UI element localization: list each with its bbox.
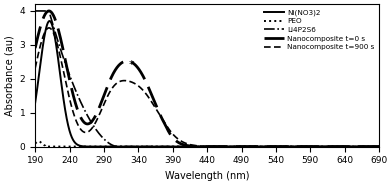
PEO xyxy=(304,145,309,148)
PEO xyxy=(51,145,55,148)
Nanocomposite t=0 s xyxy=(377,145,381,148)
Li4P2S6 xyxy=(33,10,38,12)
Ni(NO3)2 xyxy=(51,27,55,29)
Nanocomposite t=900 s xyxy=(200,145,205,147)
Li4P2S6 xyxy=(200,145,205,148)
Li4P2S6 xyxy=(367,145,372,148)
Nanocomposite t=900 s xyxy=(377,145,381,148)
Nanocomposite t=0 s xyxy=(51,13,55,16)
Ni(NO3)2 xyxy=(367,145,372,148)
Ni(NO3)2 xyxy=(33,101,38,104)
Line: PEO: PEO xyxy=(35,142,379,147)
PEO xyxy=(377,145,381,148)
Line: Ni(NO3)2: Ni(NO3)2 xyxy=(35,21,379,147)
Line: Li4P2S6: Li4P2S6 xyxy=(35,11,379,147)
Li4P2S6 xyxy=(367,145,372,148)
Nanocomposite t=0 s xyxy=(367,145,372,148)
Nanocomposite t=0 s xyxy=(200,145,205,148)
Li4P2S6 xyxy=(304,145,309,148)
Nanocomposite t=900 s xyxy=(367,145,372,148)
Ni(NO3)2 xyxy=(377,145,381,148)
X-axis label: Wavelength (nm): Wavelength (nm) xyxy=(165,171,249,181)
PEO xyxy=(33,142,38,145)
Li4P2S6 xyxy=(191,145,196,148)
PEO xyxy=(43,145,48,148)
Nanocomposite t=900 s xyxy=(304,145,309,148)
Nanocomposite t=900 s xyxy=(51,31,55,33)
Nanocomposite t=900 s xyxy=(367,145,372,148)
Legend: Ni(NO3)2, PEO, Li4P2S6, Nanocomposite t=0 s, Nanocomposite t=900 s: Ni(NO3)2, PEO, Li4P2S6, Nanocomposite t=… xyxy=(262,8,376,52)
Nanocomposite t=0 s xyxy=(33,47,38,49)
PEO xyxy=(200,145,205,148)
Line: Nanocomposite t=900 s: Nanocomposite t=900 s xyxy=(35,28,379,147)
Nanocomposite t=0 s xyxy=(367,145,372,148)
PEO xyxy=(367,145,372,148)
Nanocomposite t=0 s xyxy=(304,145,309,148)
Li4P2S6 xyxy=(51,23,55,25)
Y-axis label: Absorbance (au): Absorbance (au) xyxy=(4,35,14,116)
Line: Nanocomposite t=0 s: Nanocomposite t=0 s xyxy=(35,11,379,147)
Li4P2S6 xyxy=(377,145,381,148)
Nanocomposite t=0 s xyxy=(47,10,51,12)
Ni(NO3)2 xyxy=(200,145,205,148)
Li4P2S6 xyxy=(116,145,120,148)
Ni(NO3)2 xyxy=(191,145,196,148)
Nanocomposite t=900 s xyxy=(191,144,196,147)
Nanocomposite t=0 s xyxy=(191,145,196,147)
PEO xyxy=(367,145,372,148)
PEO xyxy=(191,145,196,148)
Ni(NO3)2 xyxy=(47,20,52,22)
PEO xyxy=(36,140,41,143)
Ni(NO3)2 xyxy=(367,145,372,148)
Nanocomposite t=900 s xyxy=(33,67,38,69)
Text: *: * xyxy=(129,60,134,70)
Nanocomposite t=900 s xyxy=(47,27,51,29)
Ni(NO3)2 xyxy=(304,145,309,148)
